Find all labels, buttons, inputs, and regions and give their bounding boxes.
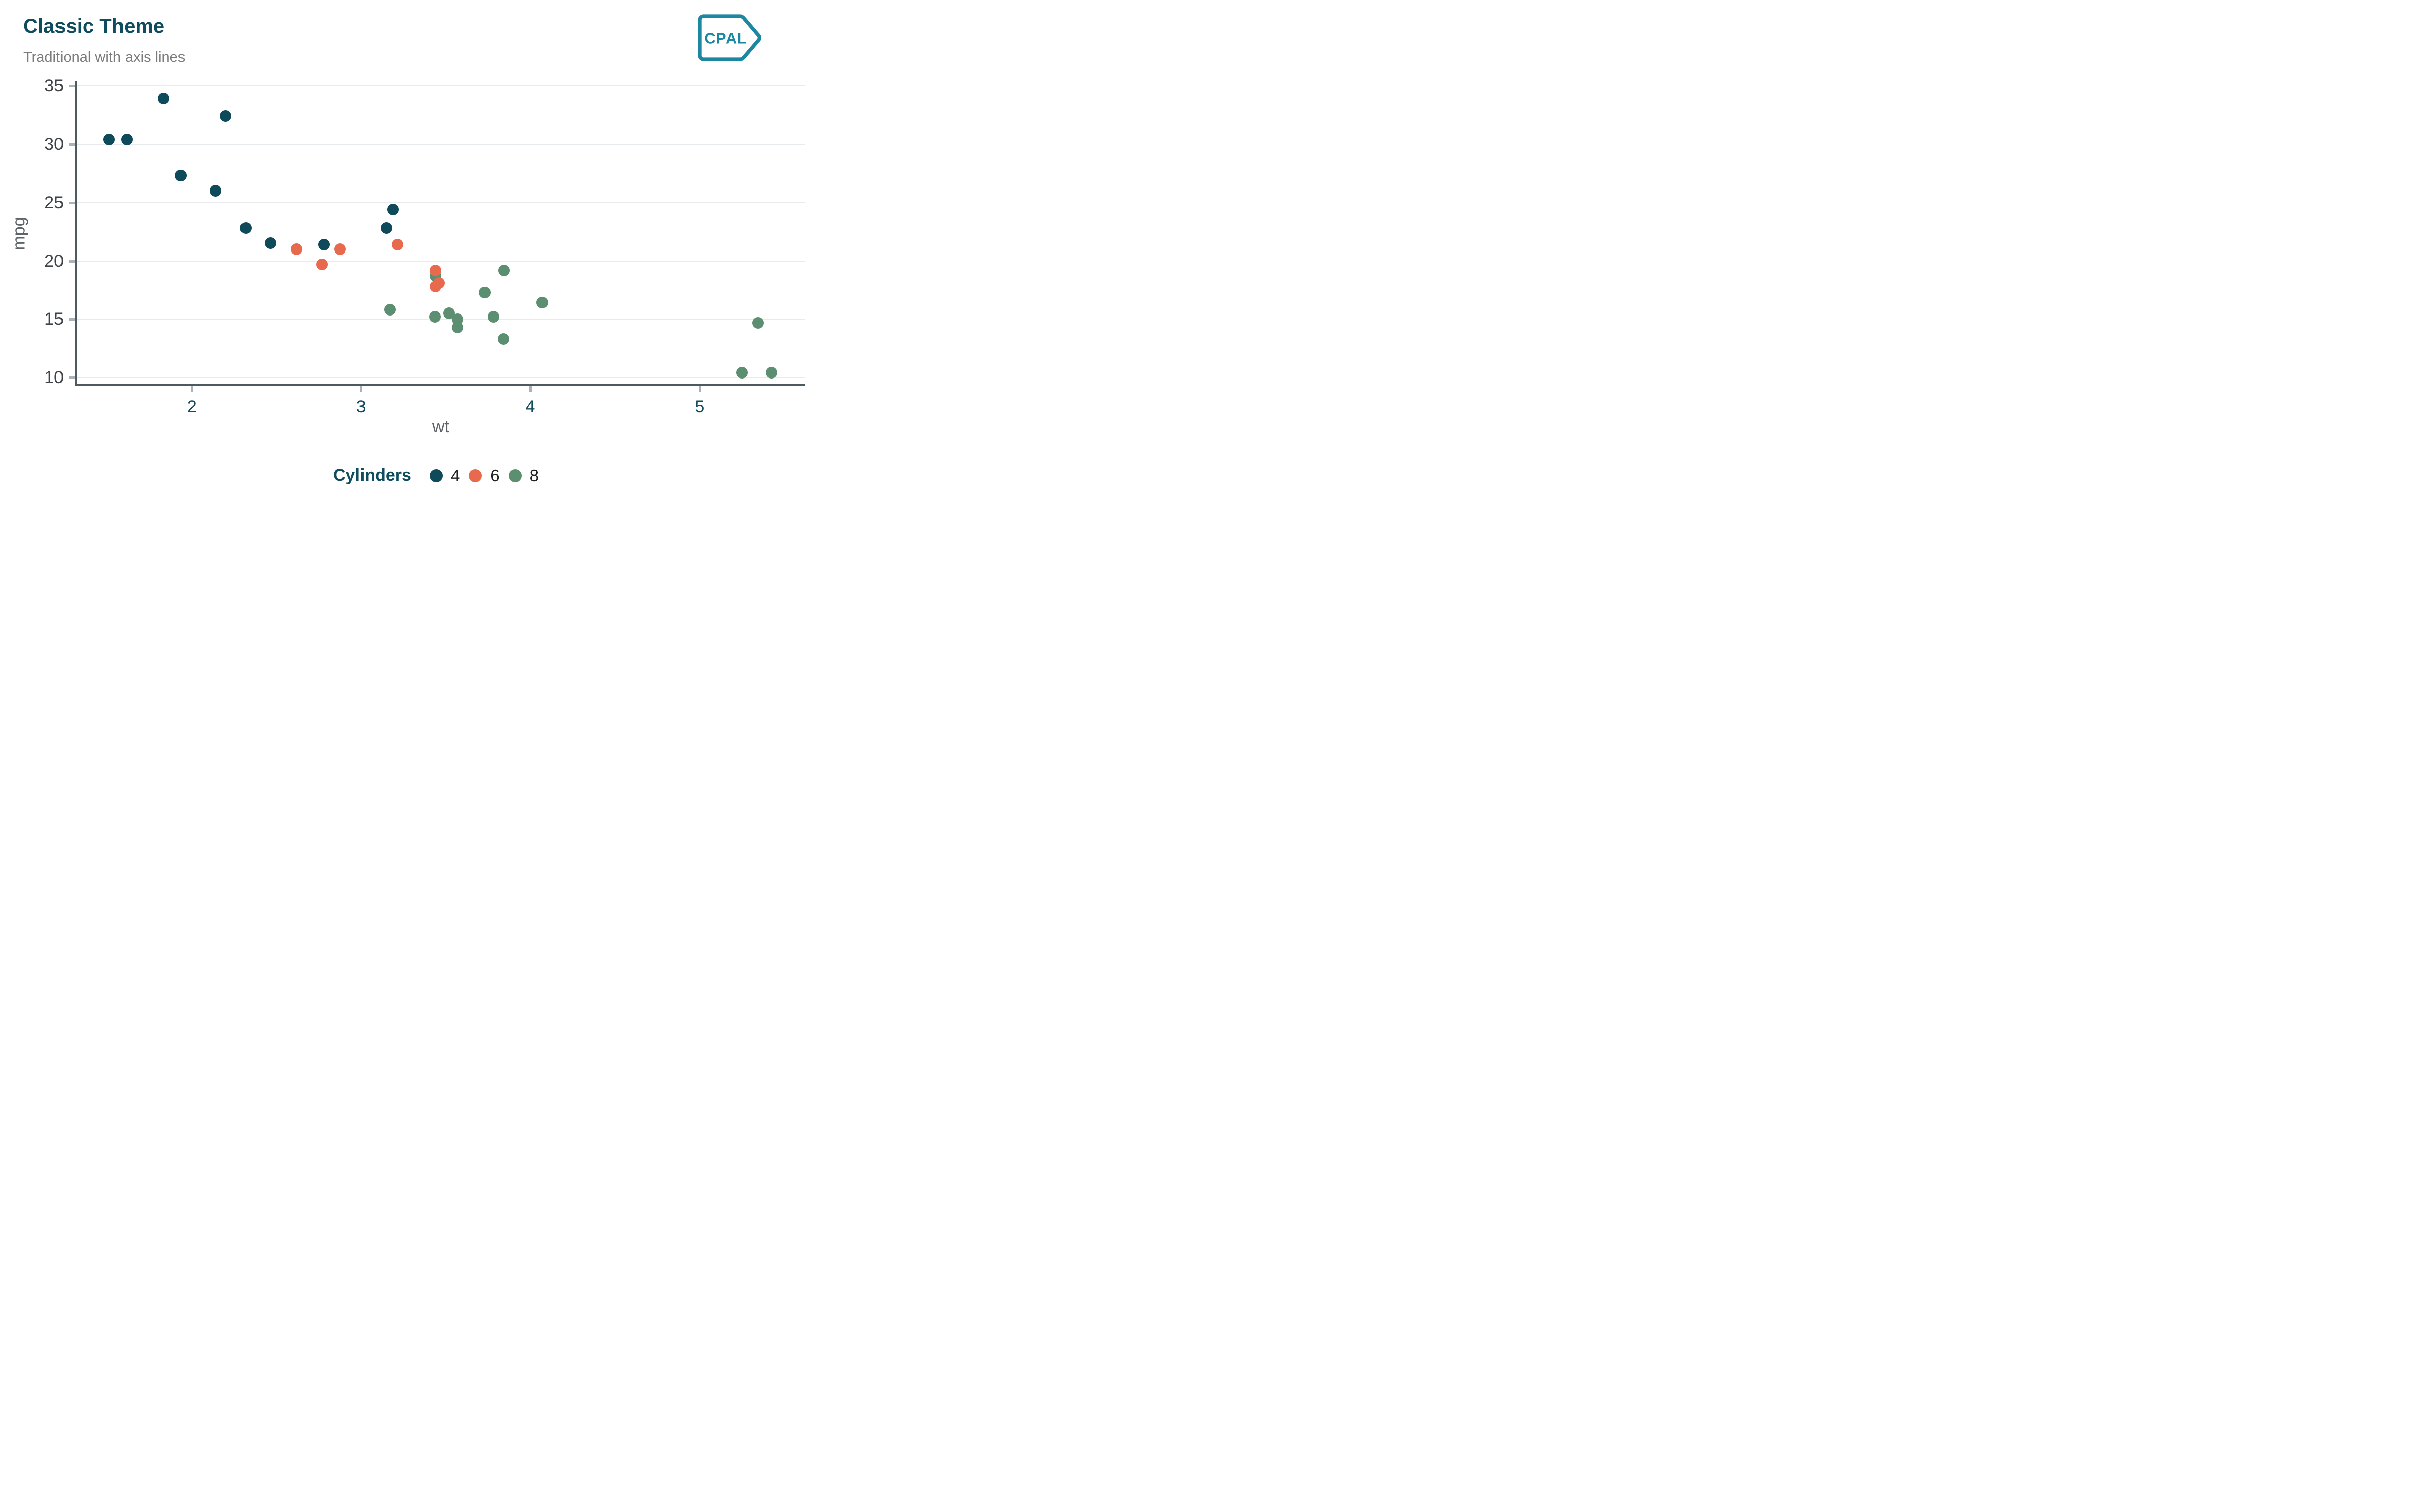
page-title: Classic Theme [23,15,165,37]
y-tick-label-30: 30 [44,135,64,154]
data-point-cyl6 [291,243,303,255]
data-point-cyl8 [452,313,464,325]
legend-swatch-8 [508,469,522,482]
data-point-cyl4 [387,204,399,216]
cpal-logo-text: CPAL [704,30,747,47]
gridline-y-20 [77,260,805,262]
legend-entry-label: 4 [450,466,460,485]
chart-figure: Classic Theme Traditional with axis line… [0,0,807,504]
cpal-logo-tag-icon: CPAL [698,14,762,61]
data-point-cyl8 [498,264,510,276]
data-point-cyl8 [536,297,548,309]
data-point-cyl8 [736,367,748,379]
x-tick-label-2: 2 [187,397,197,416]
y-tick-30 [69,143,75,146]
gridline-y-25 [77,202,805,203]
legend-entry-label: 8 [529,466,539,485]
x-tick-label-5: 5 [695,397,705,416]
gridline-y-10 [77,377,805,379]
y-tick-label-25: 25 [44,193,64,212]
data-point-cyl4 [120,134,133,146]
legend-entry-6: 6 [469,466,500,485]
data-point-cyl8 [429,311,441,323]
gridline-y-15 [77,319,805,320]
data-point-cyl6 [430,281,442,292]
data-point-cyl6 [334,243,346,255]
data-point-cyl4 [381,222,393,234]
x-tick-3 [360,386,363,392]
data-point-cyl4 [158,93,170,105]
x-tick-4 [529,386,532,392]
data-point-cyl6 [316,259,328,271]
legend-title: Cylinders [333,466,411,485]
cpal-logo: CPAL [698,14,762,61]
data-point-cyl8 [752,317,764,329]
y-tick-20 [69,260,75,263]
x-axis-line [75,384,805,386]
data-point-cyl4 [240,222,252,234]
data-point-cyl8 [497,333,509,345]
x-tick-label-3: 3 [356,397,366,416]
data-point-cyl6 [430,264,442,276]
legend-entry-label: 6 [490,466,500,485]
data-point-cyl8 [478,286,491,298]
x-tick-label-4: 4 [525,397,535,416]
page-subtitle: Traditional with axis lines [23,49,186,66]
legend-entry-8: 8 [508,466,539,485]
data-point-cyl4 [175,170,187,182]
y-tick-10 [69,376,75,380]
legend-entries: 4 6 8 [429,466,548,485]
data-point-cyl4 [220,110,232,122]
legend-swatch-6 [469,469,482,482]
x-axis-title: wt [432,417,449,436]
gridline-y-30 [77,144,805,145]
y-tick-15 [69,318,75,321]
x-tick-2 [191,386,194,392]
data-point-cyl8 [487,311,499,323]
data-point-cyl4 [209,185,221,197]
data-point-cyl6 [391,238,403,250]
data-point-cyl8 [384,304,396,316]
plot-panel [77,81,805,384]
y-axis-title: mpg [9,217,29,250]
y-tick-label-15: 15 [44,309,64,329]
data-point-cyl4 [318,238,330,250]
data-point-cyl8 [765,367,777,379]
x-tick-5 [698,386,701,392]
y-axis-line [75,81,77,386]
y-tick-label-10: 10 [44,368,64,388]
gridline-y-35 [77,85,805,87]
data-point-cyl4 [103,134,115,146]
y-tick-35 [69,85,75,88]
legend-swatch-4 [429,469,443,482]
legend-entry-4: 4 [429,466,460,485]
y-tick-25 [69,201,75,204]
data-point-cyl4 [265,237,276,249]
legend: Cylinders 4 6 8 [77,466,805,485]
y-tick-label-35: 35 [44,76,64,96]
y-tick-label-20: 20 [44,251,64,271]
